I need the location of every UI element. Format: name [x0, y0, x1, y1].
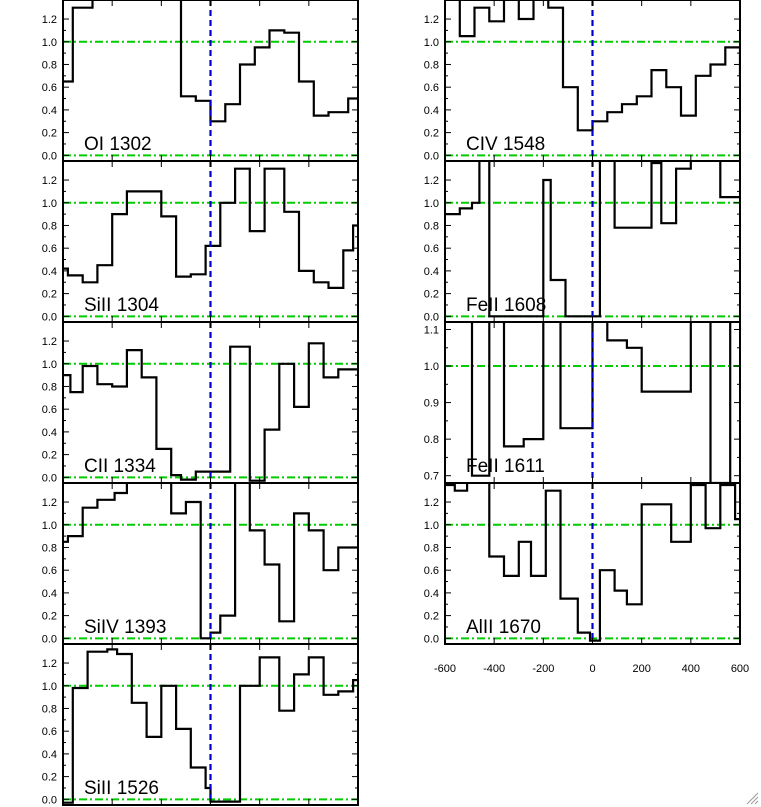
- y-tick-label: 1.2: [42, 658, 57, 670]
- y-tick-label: 0.2: [424, 611, 439, 623]
- y-tick-label: 0.2: [42, 772, 57, 784]
- y-tick-label: 0.4: [42, 105, 57, 117]
- y-tick-label: 0.6: [42, 726, 57, 738]
- flux-profile-siii-1304: [63, 167, 358, 289]
- y-tick-label: 0.2: [42, 611, 57, 623]
- y-tick-label: 0.6: [42, 243, 57, 255]
- ion-label-siiv-1393: SiIV 1393: [84, 617, 166, 638]
- y-tick-label: 1.0: [424, 520, 439, 532]
- flux-profile-feii-1608: [445, 161, 740, 318]
- panel-feii-1611: 0.7 0.8 0.9 1.0 1.1 FeII 1611: [424, 321, 741, 484]
- y-tick-label: 0.2: [42, 289, 57, 301]
- y-tick-label: 0.8: [424, 220, 439, 232]
- x-tick-label: -400: [483, 663, 505, 675]
- y-tick-label: 0.8: [42, 59, 57, 71]
- x-tick-label: 400: [682, 663, 700, 675]
- panel-siiv-1393: 0.0 0.2 0.4 0.6 0.8 1.0 1.2 SiIV 1393: [42, 482, 359, 645]
- panel-cii-1334: 0.0 0.2 0.4 0.6 0.8 1.0 1.2 CII 1334: [42, 321, 359, 484]
- panel-feii-1608: 0.0 0.2 0.4 0.6 0.8 1.0 1.2 FeII 1608: [424, 160, 741, 323]
- x-axis-column-2: -600 -400 -200 0 200 400 600: [434, 663, 749, 675]
- y-tick-label: 0.6: [424, 82, 439, 94]
- flux-profile-feii-1611: [470, 322, 732, 483]
- y-tick-label: 1.2: [42, 497, 57, 509]
- y-tick-label: 1.2: [424, 175, 439, 187]
- y-tick-label: 0.0: [42, 311, 57, 323]
- y-tick-label: 0.6: [42, 565, 57, 577]
- y-tick-label: 0.6: [424, 243, 439, 255]
- y-tick-label: 0.4: [42, 266, 57, 278]
- y-tick-label: 0.4: [42, 427, 57, 439]
- y-tick-label: 0.0: [424, 633, 439, 645]
- y-tick-label: 1.0: [42, 198, 57, 210]
- y-tick-label: 0.6: [424, 565, 439, 577]
- y-tick-label: 0.8: [42, 220, 57, 232]
- y-tick-label: 1.0: [424, 198, 439, 210]
- y-tick-label: 0.8: [42, 381, 57, 393]
- flux-profile-alii-1670: [445, 483, 740, 642]
- panel-civ-1548: 0.0 0.2 0.4 0.6 0.8 1.0 1.2 CIV 1548: [424, 0, 741, 162]
- y-tick-label: 1.0: [42, 520, 57, 532]
- y-tick-label: 0.4: [42, 588, 57, 600]
- y-tick-label: 0.8: [424, 434, 439, 446]
- ion-label-feii-1611: FeII 1611: [466, 456, 545, 477]
- y-tick-label: 0.0: [42, 150, 57, 162]
- y-tick-label: 1.0: [42, 359, 57, 371]
- y-tick-label: 1.2: [424, 14, 439, 26]
- y-tick-label: 1.2: [42, 336, 57, 348]
- y-tick-label: 0.0: [42, 794, 57, 806]
- y-tick-label: 0.8: [424, 542, 439, 554]
- ion-label-feii-1608: FeII 1608: [466, 295, 546, 316]
- panel-siii-1304: 0.0 0.2 0.4 0.6 0.8 1.0 1.2 SiII 1304: [42, 160, 359, 323]
- ion-label-siii-1526: SiII 1526: [84, 778, 159, 799]
- x-tick-label: -200: [532, 663, 554, 675]
- x-tick-label: 200: [632, 663, 650, 675]
- y-tick-label: 0.7: [424, 471, 439, 483]
- panel-siii-1526: 0.0 0.2 0.4 0.6 0.8 1.0 1.2 SiII 1526: [42, 643, 359, 806]
- y-tick-label: 1.1: [424, 324, 439, 336]
- y-tick-label: 0.2: [424, 128, 439, 140]
- y-tick-label: 1.2: [424, 497, 439, 509]
- y-tick-label: 0.4: [42, 749, 57, 761]
- y-tick-label: 0.4: [424, 105, 439, 117]
- ion-label-alii-1670: AlII 1670: [466, 617, 541, 638]
- ion-label-cii-1334: CII 1334: [84, 456, 156, 477]
- x-tick-label: 0: [589, 663, 595, 675]
- y-tick-label: 0.8: [42, 542, 57, 554]
- x-tick-label: 600: [731, 663, 749, 675]
- panels-group: 0.0 0.2 0.4 0.6 0.8 1.0 1.2 OI 1302 0.0 0.2 0.4 0.6…: [42, 0, 741, 806]
- y-tick-label: 0.0: [424, 150, 439, 162]
- y-tick-label: 0.2: [42, 128, 57, 140]
- resize-grip-icon[interactable]: [745, 791, 759, 805]
- ion-label-siii-1304: SiII 1304: [84, 295, 159, 316]
- y-tick-label: 0.6: [42, 404, 57, 416]
- x-tick-label: -600: [434, 663, 456, 675]
- y-tick-label: 1.0: [424, 361, 439, 373]
- ion-label-civ-1548: CIV 1548: [466, 134, 545, 155]
- y-tick-label: 0.2: [424, 289, 439, 301]
- y-tick-label: 0.4: [424, 588, 439, 600]
- ion-label-oi-1302: OI 1302: [84, 134, 152, 155]
- y-tick-label: 0.9: [424, 398, 439, 410]
- y-tick-label: 1.0: [424, 37, 439, 49]
- y-tick-label: 1.2: [42, 14, 57, 26]
- y-tick-label: 0.6: [42, 82, 57, 94]
- panel-oi-1302: 0.0 0.2 0.4 0.6 0.8 1.0 1.2 OI 1302: [42, 0, 359, 162]
- y-tick-label: 0.0: [424, 311, 439, 323]
- y-tick-label: 1.0: [42, 37, 57, 49]
- y-tick-label: 0.0: [42, 633, 57, 645]
- x-axes-group: -600 -400 -200 0 200 400 600-600 -400 -200 0 200 40…: [434, 663, 749, 675]
- panel-alii-1670: 0.0 0.2 0.4 0.6 0.8 1.0 1.2 AlII 1670: [424, 482, 741, 645]
- flux-profile-siii-1526: [63, 648, 358, 804]
- flux-profile-siiv-1393: [63, 483, 358, 640]
- y-tick-label: 1.0: [42, 681, 57, 693]
- y-tick-label: 1.2: [42, 175, 57, 187]
- y-tick-label: 0.4: [424, 266, 439, 278]
- y-tick-label: 0.0: [42, 472, 57, 484]
- y-tick-label: 0.8: [424, 59, 439, 71]
- y-tick-label: 0.8: [42, 703, 57, 715]
- y-tick-label: 0.2: [42, 450, 57, 462]
- flux-profile-cii-1334: [63, 342, 358, 482]
